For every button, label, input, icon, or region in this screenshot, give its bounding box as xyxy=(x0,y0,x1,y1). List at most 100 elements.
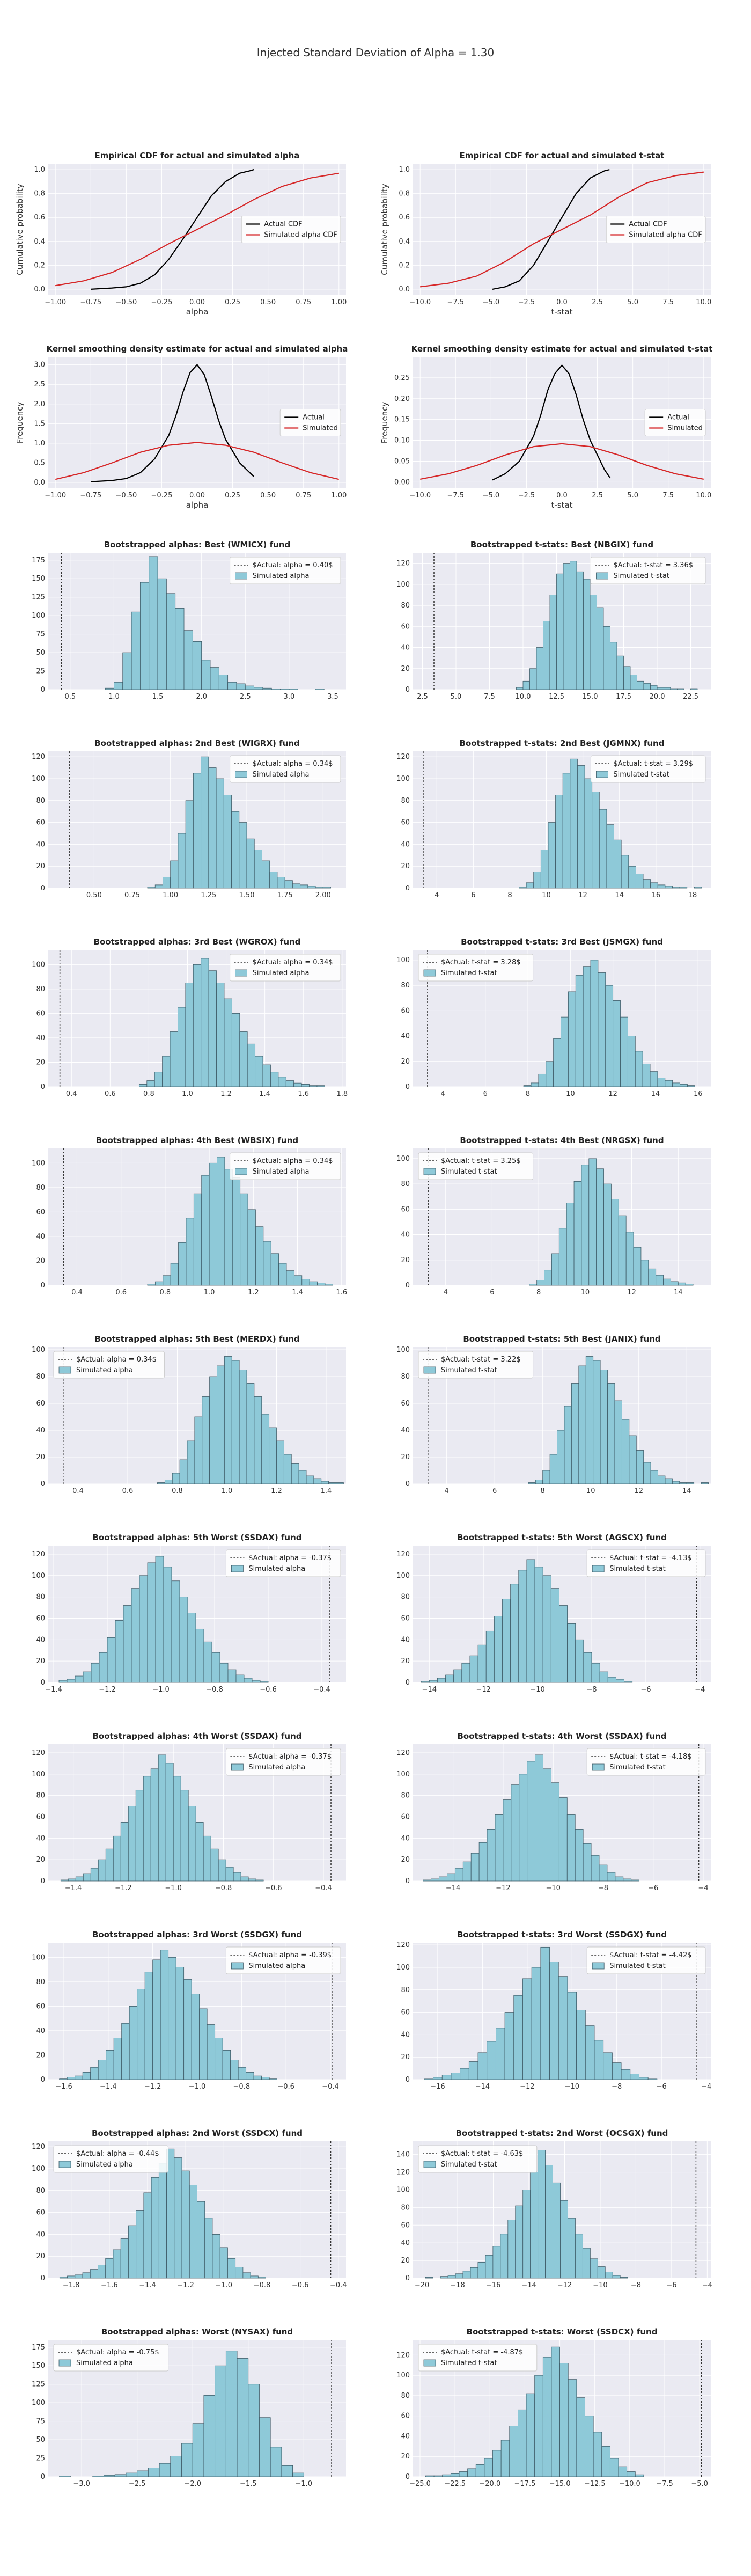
histogram-bar xyxy=(171,1580,180,1683)
legend-label: Simulated alpha xyxy=(76,2359,133,2367)
histogram-bar xyxy=(585,1356,594,1484)
histogram-bar xyxy=(201,756,209,889)
histogram-bar xyxy=(625,1232,634,1286)
x-tick-label: −12 xyxy=(476,1686,490,1694)
histogram-bar xyxy=(209,1376,217,1484)
subplot-21: Bootstrapped t-stats: 2nd Worst (OCSGX) … xyxy=(396,2128,712,2289)
y-tick-label: 0 xyxy=(406,1480,410,1488)
x-tick-label: 6 xyxy=(492,1487,497,1495)
x-tick-label: −3.0 xyxy=(73,2480,90,2488)
histogram-bar xyxy=(618,2466,628,2477)
histogram-bar xyxy=(185,800,194,889)
x-tick-label: 0.6 xyxy=(115,1289,127,1297)
histogram-bar xyxy=(180,1790,189,1882)
histogram-bar xyxy=(254,1396,262,1484)
legend: $Actual: t-stat = -4.42$ Simulated t-stat xyxy=(586,1946,706,1974)
y-tick-label: 40 xyxy=(36,1834,45,1842)
histogram-bar xyxy=(500,2440,510,2477)
histogram-bar xyxy=(158,1754,166,1882)
histogram-bar xyxy=(242,2272,251,2279)
x-tick-label: −1.4 xyxy=(45,1686,62,1694)
histogram-bar xyxy=(459,2471,468,2477)
legend-label: $Actual: alpha = -0.37$ xyxy=(248,1753,332,1761)
x-tick-label: 0.5 xyxy=(64,693,76,701)
legend-label: Simulated t-stat xyxy=(609,1763,666,1772)
histogram-bar xyxy=(136,2210,144,2279)
y-tick-label: 120 xyxy=(396,560,410,568)
legend-label: Simulated alpha xyxy=(76,1366,133,1374)
histogram-bar xyxy=(571,1383,579,1484)
y-tick-label: 0.0 xyxy=(399,286,410,294)
histogram-bar xyxy=(581,1165,590,1286)
y-tick-label: 1.5 xyxy=(34,420,45,428)
legend-patch-swatch xyxy=(235,969,248,977)
histogram-bar xyxy=(298,1470,307,1484)
y-tick-label: 60 xyxy=(401,1614,410,1622)
histogram-bar xyxy=(567,1992,577,2080)
histogram-bar xyxy=(270,1072,279,1087)
histogram-bar xyxy=(203,2395,216,2477)
histogram-bar xyxy=(178,1242,187,1286)
histogram-bar xyxy=(183,1979,192,2080)
histogram-bar xyxy=(239,1031,248,1087)
histogram-bar xyxy=(543,1768,551,1882)
histogram-bar xyxy=(551,1253,559,1286)
y-tick-label: 0 xyxy=(406,884,410,892)
histogram-bar xyxy=(575,2234,583,2279)
x-tick-label: −14 xyxy=(422,1686,437,1694)
histogram-bar xyxy=(538,2150,546,2279)
legend-box xyxy=(418,954,534,982)
legend: $Actual: t-stat = 3.25$ Simulated t-stat xyxy=(418,1152,534,1180)
histogram-bar xyxy=(316,1085,325,1087)
x-tick-label: 0.25 xyxy=(225,298,240,306)
histogram-bar xyxy=(664,687,671,690)
x-tick-label: 14 xyxy=(651,1090,660,1098)
histogram-bar xyxy=(450,2473,460,2477)
histogram-bar xyxy=(620,2277,628,2279)
histogram-bar xyxy=(442,2474,451,2477)
x-tick-label: 5.0 xyxy=(451,693,462,701)
histogram-bar xyxy=(603,1183,612,1286)
legend-box xyxy=(225,1748,341,1776)
y-tick-label: 0.05 xyxy=(394,457,410,465)
legend-patch-swatch xyxy=(235,771,248,778)
histogram-bar xyxy=(671,1281,679,1286)
histogram-bar xyxy=(590,595,597,690)
histogram-bar xyxy=(657,884,666,889)
histogram-bar xyxy=(239,822,247,889)
histogram-bar xyxy=(163,1567,172,1683)
histogram-bar xyxy=(577,765,585,889)
y-tick-label: 80 xyxy=(401,1180,410,1188)
subplot-11: Bootstrapped t-stats: 4th Best (NRGSX) f… xyxy=(396,1136,711,1297)
legend-label: $Actual: t-stat = 3.22$ xyxy=(441,1356,521,1364)
histogram-bar xyxy=(301,1279,310,1286)
y-tick-label: 75 xyxy=(36,2418,45,2426)
x-tick-label: −1.4 xyxy=(65,1884,82,1892)
subplot-9: Bootstrapped t-stats: 3rd Best (JSMGX) f… xyxy=(396,937,711,1098)
series-line xyxy=(91,169,254,290)
y-tick-label: 40 xyxy=(401,1834,410,1842)
histogram-bar xyxy=(441,2075,452,2080)
x-tick-label: −0.4 xyxy=(315,1884,332,1892)
legend-patch-swatch xyxy=(58,1366,71,1374)
histogram-bar xyxy=(540,1946,550,2080)
histogram-bar xyxy=(170,1031,178,1087)
y-tick-label: 1.0 xyxy=(34,440,45,448)
histogram-bar xyxy=(233,1872,241,1882)
histogram-bar xyxy=(217,1157,225,1286)
y-tick-label: 175 xyxy=(32,557,45,565)
x-tick-label: 20.0 xyxy=(650,693,665,701)
histogram-bar xyxy=(270,2447,282,2477)
histogram-bar xyxy=(336,1482,344,1484)
y-tick-label: 100 xyxy=(32,1572,45,1580)
histogram-bar xyxy=(159,2463,171,2477)
histogram-bar xyxy=(187,1613,196,1683)
histogram-bar xyxy=(665,885,673,889)
legend-label: $Actual: t-stat = -4.87$ xyxy=(441,2348,523,2357)
histogram-bar xyxy=(533,872,541,889)
y-tick-label: 0.4 xyxy=(34,238,45,246)
histogram-bar xyxy=(217,1365,225,1484)
histogram-bar xyxy=(599,1864,608,1882)
histogram-bar xyxy=(286,1270,294,1286)
x-tick-label: 0.4 xyxy=(66,1090,77,1098)
